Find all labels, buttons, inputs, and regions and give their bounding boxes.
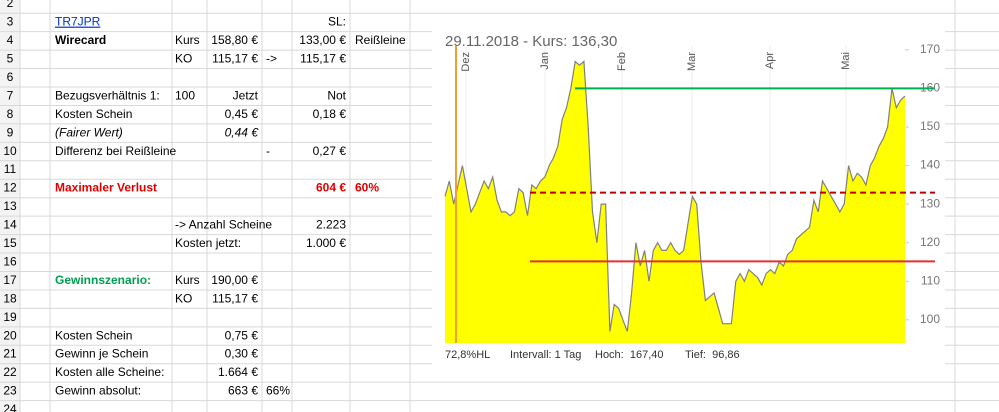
row-number: 16 — [3, 254, 17, 268]
month-label: Apr — [764, 52, 776, 69]
row-number: 7 — [7, 88, 14, 102]
row-number: 6 — [7, 70, 14, 84]
cell: 115,17 € — [300, 52, 346, 66]
cell: -> — [266, 52, 277, 66]
row-number: 5 — [7, 52, 14, 66]
row-number: 4 — [7, 33, 14, 47]
row-number: 22 — [3, 365, 17, 379]
price-line — [444, 60, 906, 332]
row-number: 23 — [3, 384, 17, 398]
y-tick-label: 100 — [920, 312, 940, 326]
cell: - — [266, 144, 270, 158]
row-number: 9 — [7, 125, 14, 139]
cell: 663 € — [228, 384, 258, 398]
y-tick-label: 150 — [920, 119, 940, 133]
cell: 60% — [355, 181, 379, 195]
cell: Reißleine — [355, 33, 406, 47]
cell: Not — [327, 88, 346, 102]
cell: SL: — [328, 15, 346, 29]
row-number: 3 — [7, 15, 14, 29]
month-label: Jan — [539, 52, 551, 70]
cell: 0,30 € — [225, 347, 259, 361]
cell: Maximaler Verlust — [55, 181, 157, 195]
row-number: 11 — [4, 162, 17, 176]
cell: Jetzt — [233, 88, 259, 102]
cell: Differenz bei Reißleine — [55, 144, 176, 158]
cell: Kosten alle Scheine: — [55, 365, 164, 379]
cell: Kosten jetzt: — [175, 236, 241, 250]
cell: (Fairer Wert) — [55, 125, 123, 139]
price-area — [445, 61, 905, 344]
cell: 66% — [266, 384, 290, 398]
cell: Wirecard — [55, 33, 106, 47]
row-number: 18 — [3, 291, 17, 305]
cell: 133,00 € — [299, 33, 346, 47]
row-number: 2 — [7, 0, 14, 10]
cell: 1.664 € — [218, 365, 258, 379]
cell: Gewinnszenario: — [55, 273, 151, 287]
row-number: 24 — [3, 402, 17, 412]
cell: Gewinn je Schein — [55, 347, 148, 361]
row-number: 10 — [3, 144, 17, 158]
row-number: 12 — [3, 181, 17, 195]
cell: KO — [175, 52, 192, 66]
cell: 100 — [175, 88, 195, 102]
y-tick-label: 110 — [921, 273, 940, 287]
chart-footer: 72,8%HL — [445, 349, 490, 361]
row-header-bg — [0, 0, 20, 412]
chart-footer: Intervall: 1 Tag — [510, 349, 581, 361]
y-tick-label: 130 — [920, 196, 940, 210]
month-label: Dez — [460, 52, 472, 72]
cell: Kurs — [175, 33, 200, 47]
row-number: 15 — [3, 236, 17, 250]
month-label: Mai — [840, 52, 852, 70]
cell: 158,80 € — [211, 33, 258, 47]
row-number: 13 — [3, 199, 17, 213]
link-cell[interactable]: TR7JPR — [55, 15, 101, 29]
cell: 115,17 € — [212, 52, 258, 66]
cell: Kurs — [175, 273, 200, 287]
cell: 115,17 € — [212, 291, 258, 305]
cell: 0,18 € — [313, 107, 347, 121]
cell: 0,27 € — [313, 144, 347, 158]
chart-title: 29.11.2018 - Kurs: 136,30 — [445, 33, 617, 50]
chart-footer: Tief: 96,86 — [685, 349, 740, 361]
row-number: 14 — [3, 218, 17, 232]
y-tick-label: 140 — [920, 158, 940, 172]
cell: KO — [175, 291, 192, 305]
cell: 0,75 € — [225, 328, 259, 342]
cell: 0,45 € — [225, 107, 259, 121]
cells: 23 TR7JPR SL:4 Wirecard Kurs 158,80 €133,00 €… — [3, 0, 406, 412]
row-number: 20 — [3, 328, 17, 342]
chart-footer: Hoch: 167,40 — [595, 349, 664, 361]
month-label: Mar — [686, 52, 698, 71]
cell: 604 € — [316, 181, 346, 195]
cell: Kosten Schein — [55, 328, 132, 342]
cell: -> Anzahl Scheine — [175, 218, 272, 232]
chart: DezJanFebMarAprMai1001101201301401501601… — [432, 14, 945, 368]
cell: 1.000 € — [306, 236, 346, 250]
y-tick-label: 120 — [920, 235, 940, 249]
y-tick-label: 170 — [920, 42, 940, 56]
cell: Kosten Schein — [55, 107, 132, 121]
month-label: Feb — [616, 52, 628, 71]
cell: 0,44 € — [225, 125, 260, 139]
cell: 190,00 € — [211, 273, 258, 287]
row-number: 17 — [3, 273, 17, 287]
cell: Gewinn absolut: — [55, 384, 141, 398]
cell: 2.223 — [316, 218, 346, 232]
row-number: 19 — [3, 310, 17, 324]
row-number: 21 — [3, 347, 17, 361]
cell: Bezugsverhältnis 1: — [55, 88, 160, 102]
row-number: 8 — [7, 107, 14, 121]
